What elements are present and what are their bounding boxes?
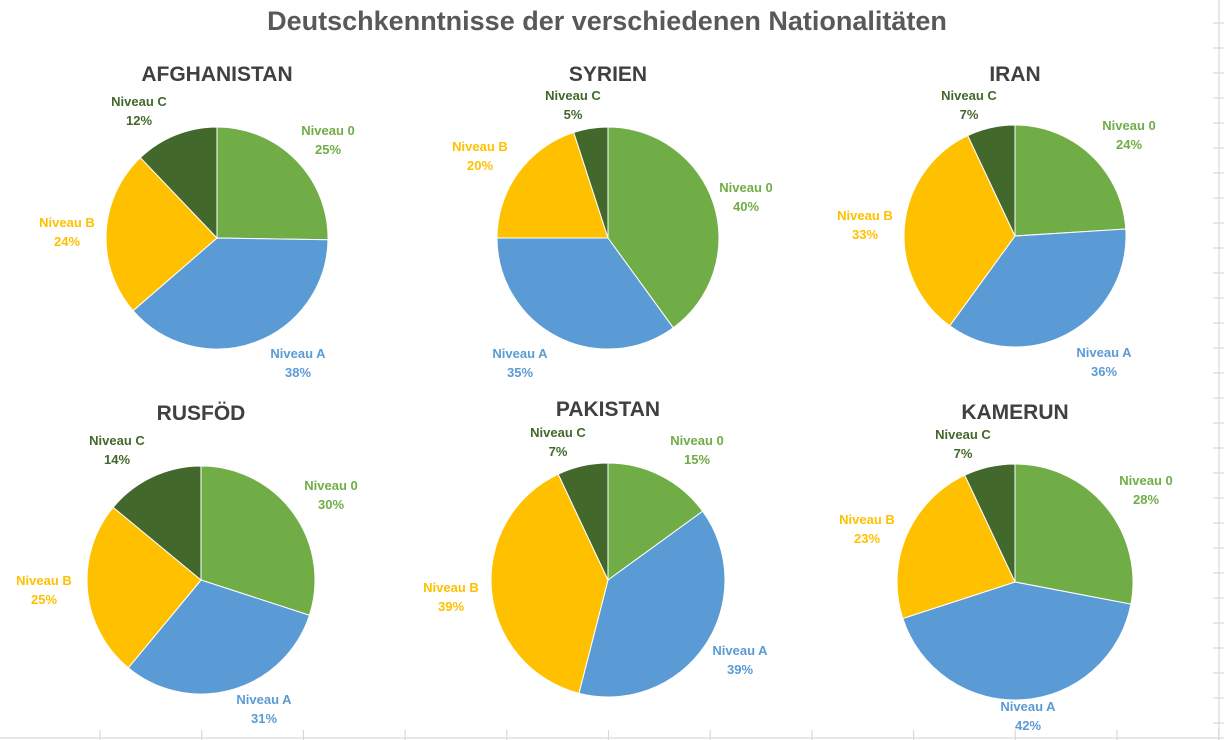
pie-title: AFGHANISTAN	[141, 63, 292, 86]
pie-chart-afghanistan: AFGHANISTAN Niveau 0 25% Niveau A 38% Niveau …	[39, 63, 355, 380]
pie-slice-niveau-0	[1014, 124, 1127, 237]
pie-slice-niveau-c	[139, 126, 218, 240]
data-label-value: 12%	[126, 113, 152, 128]
data-label-value: 42%	[1015, 718, 1041, 733]
pie-chart-pakistan: PAKISTAN Niveau 0 15% Niveau A 39% Niveau B 39…	[423, 398, 768, 698]
data-label-value: 7%	[954, 446, 973, 461]
pie-slice-niveau-b	[86, 506, 202, 669]
pie-slice-niveau-0	[1014, 463, 1134, 605]
data-label-value: 25%	[315, 142, 341, 157]
data-label-value: 35%	[507, 365, 533, 380]
pie-slice-niveau-a	[127, 579, 311, 695]
data-label-value: 30%	[318, 497, 344, 512]
pie-slice-niveau-0	[607, 462, 704, 581]
data-label-value: 24%	[1116, 137, 1142, 152]
pie-title: SYRIEN	[569, 63, 647, 86]
data-label-value: 14%	[104, 452, 130, 467]
data-label-category: Niveau A	[1000, 699, 1056, 714]
pie-slice-niveau-c	[964, 463, 1016, 583]
data-label-category: Niveau 0	[719, 180, 772, 195]
pie-slice-niveau-a	[496, 237, 674, 350]
data-label-category: Niveau C	[111, 94, 167, 109]
data-label-category: Niveau A	[236, 692, 292, 707]
data-label-category: Niveau B	[839, 512, 895, 527]
pie-chart-kamerun: KAMERUN Niveau 0 28% Niveau A 42% Niveau B 23%…	[839, 401, 1173, 733]
data-label-value: 33%	[852, 227, 878, 242]
data-label-category: Niveau C	[545, 88, 601, 103]
pie-slice-niveau-b	[896, 474, 1016, 620]
pie-chart-rusföd: RUSFÖD Niveau 0 30% Niveau A 31% Niveau B 25% N…	[16, 402, 358, 726]
data-label-category: Niveau C	[941, 88, 997, 103]
data-label-value: 5%	[564, 107, 583, 122]
pie-slice-niveau-a	[949, 228, 1127, 348]
pie-slice-niveau-b	[490, 473, 609, 694]
pie-slice-niveau-c	[557, 462, 609, 581]
data-label-value: 39%	[727, 662, 753, 677]
data-label-value: 24%	[54, 234, 80, 249]
data-label-category: Niveau B	[452, 139, 508, 154]
data-label-value: 25%	[31, 592, 57, 607]
pie-title: KAMERUN	[961, 401, 1068, 424]
data-label-category: Niveau B	[837, 208, 893, 223]
data-label-category: Niveau 0	[301, 123, 354, 138]
pie-slice-niveau-b	[105, 156, 218, 312]
data-label-value: 36%	[1091, 364, 1117, 379]
data-label-category: Niveau C	[530, 425, 586, 440]
pie-slice-niveau-c	[112, 465, 202, 582]
data-label-value: 23%	[854, 531, 880, 546]
data-label-value: 28%	[1133, 492, 1159, 507]
pie-slice-niveau-0	[216, 126, 329, 241]
pie-slice-niveau-b	[496, 131, 609, 239]
data-label-category: Niveau 0	[304, 478, 357, 493]
data-label-category: Niveau A	[270, 346, 326, 361]
data-label-value: 15%	[684, 452, 710, 467]
pie-slice-niveau-b	[903, 134, 1016, 327]
data-label-value: 7%	[960, 107, 979, 122]
data-label-category: Niveau 0	[1102, 118, 1155, 133]
data-label-category: Niveau C	[935, 427, 991, 442]
pie-slice-niveau-0	[607, 126, 720, 329]
data-label-category: Niveau C	[89, 433, 145, 448]
data-label-value: 31%	[251, 711, 277, 726]
pie-chart-syrien: SYRIEN Niveau 0 40% Niveau A 35% Niveau B 20% N…	[452, 63, 773, 380]
pie-slice-niveau-c	[967, 124, 1016, 237]
pie-title: RUSFÖD	[157, 402, 246, 425]
data-label-category: Niveau 0	[670, 433, 723, 448]
main-title: Deutschkenntnisse der verschiedenen Nati…	[267, 6, 947, 36]
pie-slice-niveau-a	[902, 581, 1132, 701]
data-label-value: 38%	[285, 365, 311, 380]
pie-title: IRAN	[989, 63, 1040, 86]
data-label-category: Niveau A	[492, 346, 548, 361]
data-label-category: Niveau 0	[1119, 473, 1172, 488]
data-label-category: Niveau A	[712, 643, 768, 658]
data-label-category: Niveau B	[16, 573, 72, 588]
pie-slice-niveau-a	[132, 237, 329, 350]
data-label-category: Niveau B	[423, 580, 479, 595]
data-label-value: 7%	[549, 444, 568, 459]
data-label-category: Niveau A	[1076, 345, 1132, 360]
pie-chart-iran: IRAN Niveau 0 24% Niveau A 36% Niveau B 33% Niv…	[837, 63, 1156, 379]
pie-title: PAKISTAN	[556, 398, 660, 421]
pie-slice-niveau-c	[573, 126, 609, 239]
data-label-value: 40%	[733, 199, 759, 214]
data-label-value: 20%	[467, 158, 493, 173]
pie-slice-niveau-a	[578, 510, 726, 698]
data-label-value: 39%	[438, 599, 464, 614]
pie-slice-niveau-0	[200, 465, 316, 616]
data-label-category: Niveau B	[39, 215, 95, 230]
